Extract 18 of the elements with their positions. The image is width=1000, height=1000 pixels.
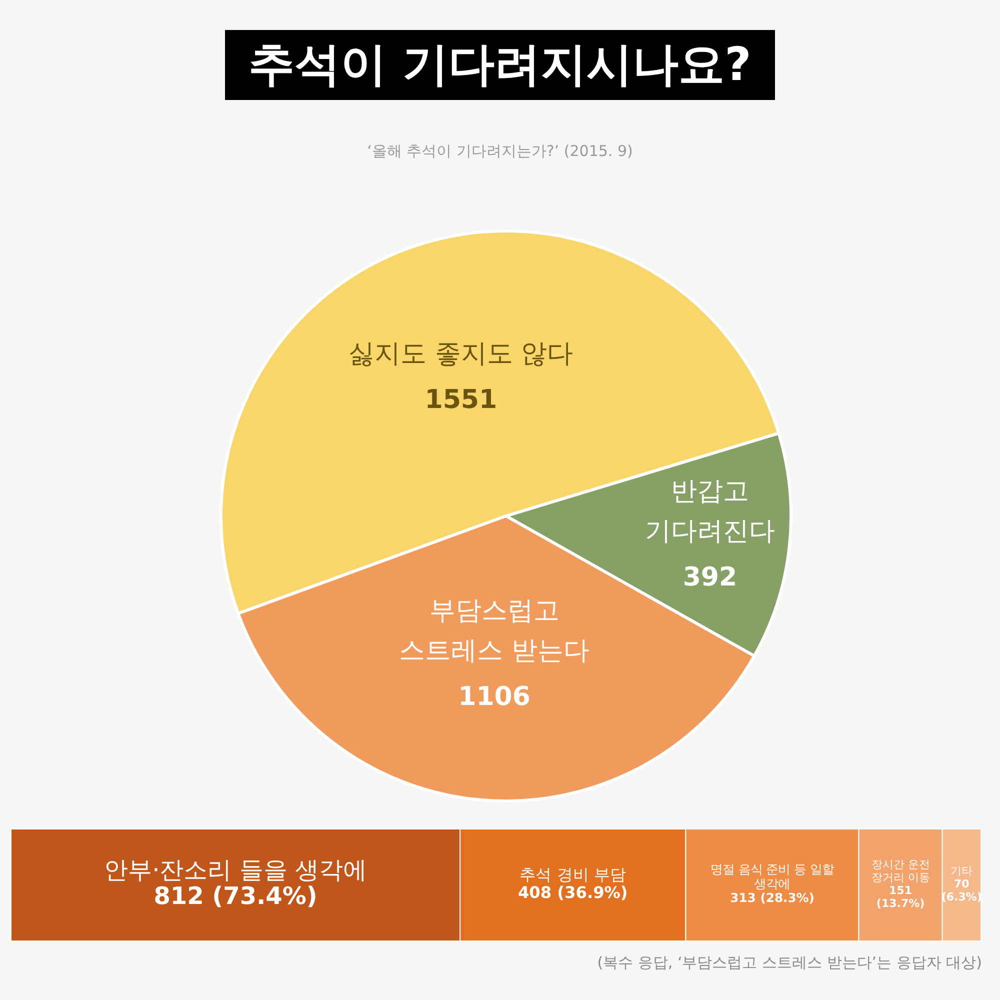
slice-label: 싫지도 좋지도 않다 [348, 338, 574, 369]
series-label: 기타 [950, 864, 973, 878]
data-label: 812 (73.4%) [154, 882, 318, 910]
data-label: 408 (36.9%) [518, 883, 628, 902]
chart-title: 추석이 기다려지시나요? [224, 30, 776, 100]
data-label: 313 (28.3%) [730, 891, 814, 906]
slice-label: 부담스럽고 스트레스 받는다 [399, 596, 590, 666]
data-label: 1106 [458, 682, 530, 712]
series-label: 장시간 운전 장거리 이동 [871, 858, 930, 884]
text: (복수 응답, ‘부담스럽고 스트레스 받는다’는 응답자 대상) [597, 954, 982, 972]
series-label: 안부·잔소리 들을 생각에 [104, 856, 367, 884]
data-label: 151 (13.7%) [876, 884, 925, 910]
series-label: 명절 음식 준비 등 일할 생각에 [710, 862, 834, 891]
chart-subtitle: ‘올해 추석이 기다려지는가?’ (2015. 9) [366, 142, 634, 161]
slice-label: 반갑고 기다려진다 [644, 476, 775, 546]
data-label: 1551 [424, 384, 498, 415]
series-label: 추석 경비 부담 [520, 864, 626, 884]
data-label: 392 [682, 562, 738, 592]
